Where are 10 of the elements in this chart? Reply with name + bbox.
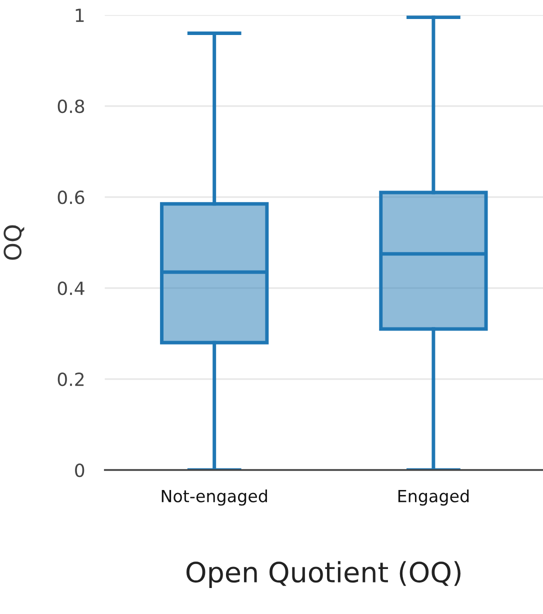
- y-tick-label: 0.2: [58, 372, 84, 386]
- y-axis-title: OQ: [4, 225, 24, 260]
- y-tick-label: 0.4: [58, 281, 84, 296]
- x-axis-title: Open Quotient (OQ): [186, 561, 460, 588]
- y-tick-label: 1: [76, 8, 84, 22]
- x-tick-label: Engaged: [398, 489, 469, 506]
- y-tick-label: 0: [75, 463, 84, 478]
- y-tick-label: 0.6: [58, 190, 84, 204]
- x-tick-label: Not-engaged: [162, 489, 267, 506]
- y-tick-label: 0.8: [58, 99, 84, 114]
